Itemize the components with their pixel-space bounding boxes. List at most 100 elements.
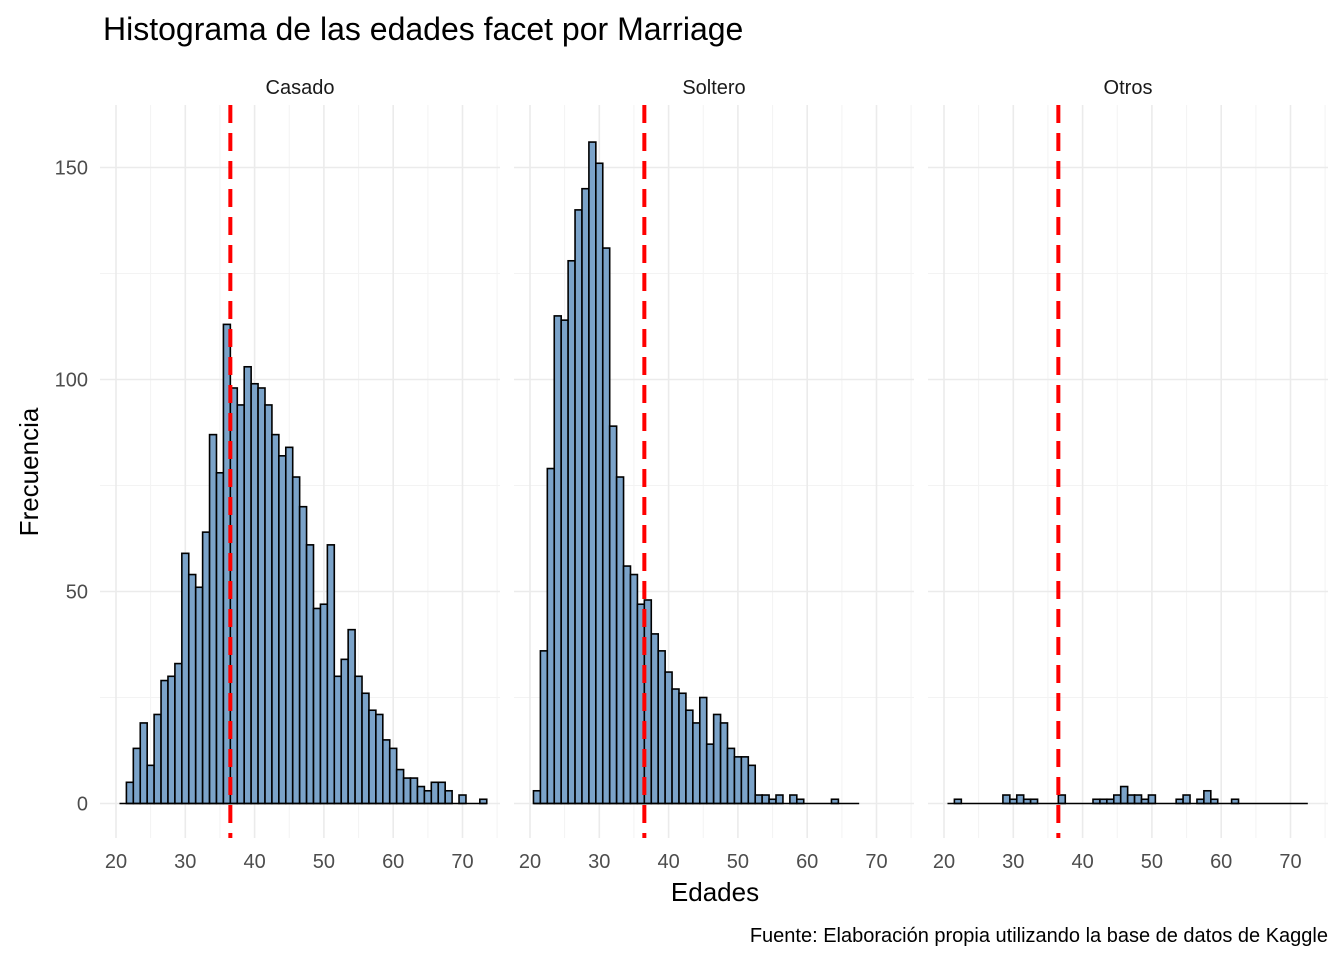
histogram-bar <box>146 764 155 805</box>
histogram-bar <box>416 785 426 805</box>
facet-label: Soltero <box>682 77 745 99</box>
histogram-bar <box>194 586 204 805</box>
histogram-bar <box>1119 785 1129 805</box>
histogram-bar <box>326 544 336 805</box>
histogram-bar <box>375 713 384 805</box>
histogram-bar <box>1182 794 1191 805</box>
histogram-bar <box>1126 794 1136 805</box>
x-tick-label: 20 <box>105 851 127 873</box>
facet-panel-soltero: Soltero 20 30 40 50 60 70 <box>514 77 914 873</box>
histogram-bar <box>719 722 729 805</box>
histogram-bar <box>264 404 273 805</box>
histogram-bar <box>1203 789 1212 805</box>
histogram-bar <box>685 709 694 805</box>
histogram-bar <box>354 675 363 805</box>
x-tick-label: 20 <box>519 851 541 873</box>
histogram-bar <box>139 722 148 805</box>
facet-panel-casado: Casado 20 30 40 50 60 70 <box>100 77 500 873</box>
x-tick-label: 30 <box>174 851 196 873</box>
histogram-bar <box>1002 794 1011 805</box>
histogram-bar <box>319 603 329 805</box>
histogram-bar <box>181 552 190 805</box>
histogram-bar <box>761 794 770 805</box>
histogram-bar <box>250 382 259 805</box>
x-tick-label: 40 <box>243 851 265 873</box>
histogram-bar <box>671 688 680 805</box>
histogram-bar <box>305 544 315 805</box>
histogram-bar <box>574 209 583 805</box>
histogram-bar <box>1112 794 1122 805</box>
histogram-bar <box>257 387 266 805</box>
histogram-bar <box>740 756 750 805</box>
histogram-bar <box>291 476 301 805</box>
histogram-bar <box>629 573 639 805</box>
y-tick-label: 50 <box>66 582 88 604</box>
histogram-bar <box>1133 794 1143 805</box>
histogram-bar <box>539 650 549 805</box>
x-tick-label: 50 <box>727 851 749 873</box>
histogram-bar <box>657 650 666 805</box>
x-tick-label: 20 <box>933 851 955 873</box>
y-tick-label: 150 <box>55 158 88 180</box>
histogram-bar <box>546 467 556 805</box>
histogram-bar <box>437 781 446 805</box>
histogram-bar <box>423 789 433 805</box>
histogram-bar <box>664 671 673 805</box>
histogram-bar <box>747 764 757 805</box>
facet-label: Otros <box>1104 77 1153 99</box>
x-tick-label: 50 <box>313 851 335 873</box>
histogram-bar <box>430 781 440 805</box>
histogram-bar <box>789 794 798 805</box>
histogram-bar <box>208 433 218 805</box>
histogram-bar <box>160 679 169 805</box>
facet-label: Casado <box>266 77 335 99</box>
histogram-bar <box>726 747 736 805</box>
histogram-bar <box>167 675 176 805</box>
y-tick-label: 100 <box>55 370 88 392</box>
histogram-bar <box>692 722 701 805</box>
histogram-bar <box>1015 794 1025 805</box>
facet-panel-otros: Otros 20 30 40 50 60 70 <box>928 77 1328 873</box>
histogram-bar <box>153 713 162 805</box>
histogram-bar <box>567 259 576 805</box>
y-tick-label: 0 <box>77 794 88 816</box>
histogram-bar <box>382 739 391 805</box>
histogram-bar <box>368 709 377 805</box>
histogram-bar <box>733 756 743 805</box>
x-tick-label: 50 <box>1141 851 1163 873</box>
x-tick-label: 40 <box>1071 851 1093 873</box>
histogram-bar <box>560 319 569 805</box>
histogram-bar <box>1147 794 1157 805</box>
histogram-bar <box>215 471 225 805</box>
histogram-bar <box>284 446 294 805</box>
histogram-bar <box>444 789 453 805</box>
histogram-bar <box>340 658 349 805</box>
x-tick-label: 60 <box>796 851 818 873</box>
histogram-bar <box>608 425 618 805</box>
y-axis-title: Frecuencia <box>14 407 44 536</box>
histogram-bar <box>361 692 370 805</box>
histogram-bar <box>132 747 142 805</box>
histogram-bar <box>409 777 419 805</box>
histogram-bar <box>298 505 308 805</box>
histogram-bar <box>775 794 784 805</box>
histogram-bar <box>187 573 197 805</box>
histogram-bar <box>705 743 715 805</box>
x-tick-label: 60 <box>382 851 404 873</box>
x-tick-label: 40 <box>657 851 679 873</box>
histogram-bar <box>174 662 183 805</box>
x-tick-label: 70 <box>1279 851 1301 873</box>
histogram-bar <box>395 768 405 805</box>
histogram-bar <box>595 162 604 805</box>
histogram-bar <box>243 365 252 805</box>
histogram-bar <box>201 531 211 805</box>
histogram-bar <box>588 141 597 805</box>
histogram-bar <box>278 455 287 805</box>
histogram-bar <box>698 696 708 805</box>
histogram-bar <box>622 565 632 805</box>
chart-caption: Fuente: Elaboración propia utilizando la… <box>750 925 1328 947</box>
histogram-bar <box>388 747 398 805</box>
chart-title: Histograma de las edades facet por Marri… <box>103 11 743 47</box>
